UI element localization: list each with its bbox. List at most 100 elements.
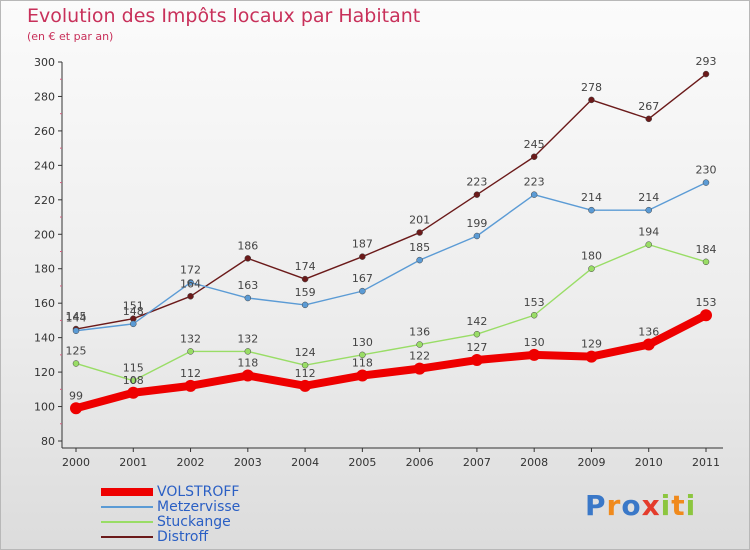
legend-swatch <box>101 506 153 508</box>
data-point <box>301 275 309 283</box>
data-label: 172 <box>180 264 201 277</box>
data-label: 136 <box>638 326 659 339</box>
data-point <box>645 115 652 123</box>
data-point <box>187 293 194 300</box>
data-point <box>416 256 423 264</box>
legend-label: Metzervisse <box>157 499 241 515</box>
x-tick-label: 2008 <box>520 456 548 469</box>
data-label: 153 <box>696 296 717 309</box>
data-label: 122 <box>409 350 430 363</box>
data-label: 223 <box>466 176 487 189</box>
x-tick-label: 2011 <box>692 456 720 469</box>
x-tick-label: 2004 <box>291 456 319 469</box>
x-tick-label: 2005 <box>348 456 376 469</box>
y-tick-label: 300 <box>34 56 55 69</box>
data-label: 130 <box>524 336 545 349</box>
x-tick-label: 2010 <box>635 456 663 469</box>
data-label: 159 <box>295 286 316 299</box>
data-point <box>645 206 652 214</box>
data-point <box>244 348 252 355</box>
data-point <box>241 369 254 382</box>
data-label: 201 <box>409 214 430 227</box>
x-tick-label: 2006 <box>406 456 434 469</box>
data-point <box>702 258 710 266</box>
data-point <box>530 191 538 198</box>
data-point <box>356 369 369 382</box>
data-point <box>70 402 82 415</box>
y-tick-label: 160 <box>34 297 55 310</box>
y-tick-label: 80 <box>41 435 55 448</box>
x-tick-label: 2001 <box>119 456 147 469</box>
data-label: 129 <box>581 338 602 351</box>
data-point <box>301 361 309 369</box>
data-label: 194 <box>638 226 659 239</box>
data-label: 153 <box>524 296 545 309</box>
data-label: 136 <box>409 326 430 339</box>
series-line-distroff <box>75 73 707 330</box>
data-label: 118 <box>352 357 373 370</box>
data-point <box>72 327 80 334</box>
y-tick-label: 100 <box>34 401 55 414</box>
data-label: 144 <box>66 312 87 325</box>
chart-title: Evolution des Impôts locaux par Habitant <box>27 5 421 27</box>
data-point <box>588 206 595 214</box>
data-label: 245 <box>524 138 545 151</box>
series-line-volstroff <box>72 311 710 413</box>
data-point <box>127 386 140 399</box>
data-point <box>470 354 483 367</box>
data-label: 267 <box>638 100 659 113</box>
y-tick-label: 200 <box>34 228 55 241</box>
data-point <box>187 348 194 355</box>
data-label: 112 <box>295 367 316 380</box>
legend-label: Stuckange <box>157 514 231 530</box>
data-point <box>588 96 595 104</box>
data-label: 125 <box>66 344 87 357</box>
y-tick-label: 220 <box>34 194 55 207</box>
data-label: 186 <box>237 239 258 252</box>
data-point <box>588 265 595 272</box>
data-point <box>702 179 710 186</box>
data-point <box>244 255 252 262</box>
data-point <box>702 70 710 78</box>
data-label: 199 <box>466 217 487 230</box>
y-tick-label: 280 <box>34 90 55 103</box>
x-tick-label: 2009 <box>577 456 605 469</box>
data-label: 148 <box>123 305 144 318</box>
proxiti-logo: Proxiti <box>585 489 697 522</box>
data-point <box>299 379 312 392</box>
data-point <box>130 377 137 384</box>
data-point <box>530 311 538 319</box>
chart-subtitle: (en € et par an) <box>27 30 114 43</box>
data-label: 180 <box>581 250 602 263</box>
x-tick-label: 2003 <box>234 456 262 469</box>
y-tick-label: 140 <box>34 332 55 345</box>
data-label: 163 <box>237 279 258 292</box>
data-label: 124 <box>295 346 316 359</box>
data-point <box>301 301 309 309</box>
x-tick-label: 2007 <box>463 456 491 469</box>
data-point <box>187 279 194 286</box>
data-point <box>645 241 652 248</box>
data-point <box>473 191 481 198</box>
data-point <box>473 232 481 240</box>
data-label: 99 <box>69 389 83 402</box>
x-tick-label: 2002 <box>177 456 205 469</box>
data-label: 130 <box>352 336 373 349</box>
data-label: 132 <box>180 332 201 345</box>
data-point <box>72 360 80 367</box>
y-tick-label: 180 <box>34 263 55 276</box>
data-point <box>130 320 137 328</box>
y-tick-label: 260 <box>34 125 55 138</box>
data-label: 132 <box>237 332 258 345</box>
data-point <box>244 294 252 302</box>
data-point <box>528 348 541 361</box>
data-label: 127 <box>466 341 487 354</box>
legend-swatch <box>101 488 153 496</box>
data-label: 185 <box>409 241 430 254</box>
legend-swatch <box>101 536 153 538</box>
data-point <box>530 153 538 160</box>
data-point <box>359 351 366 359</box>
data-label: 167 <box>352 272 373 285</box>
data-point <box>700 309 712 322</box>
